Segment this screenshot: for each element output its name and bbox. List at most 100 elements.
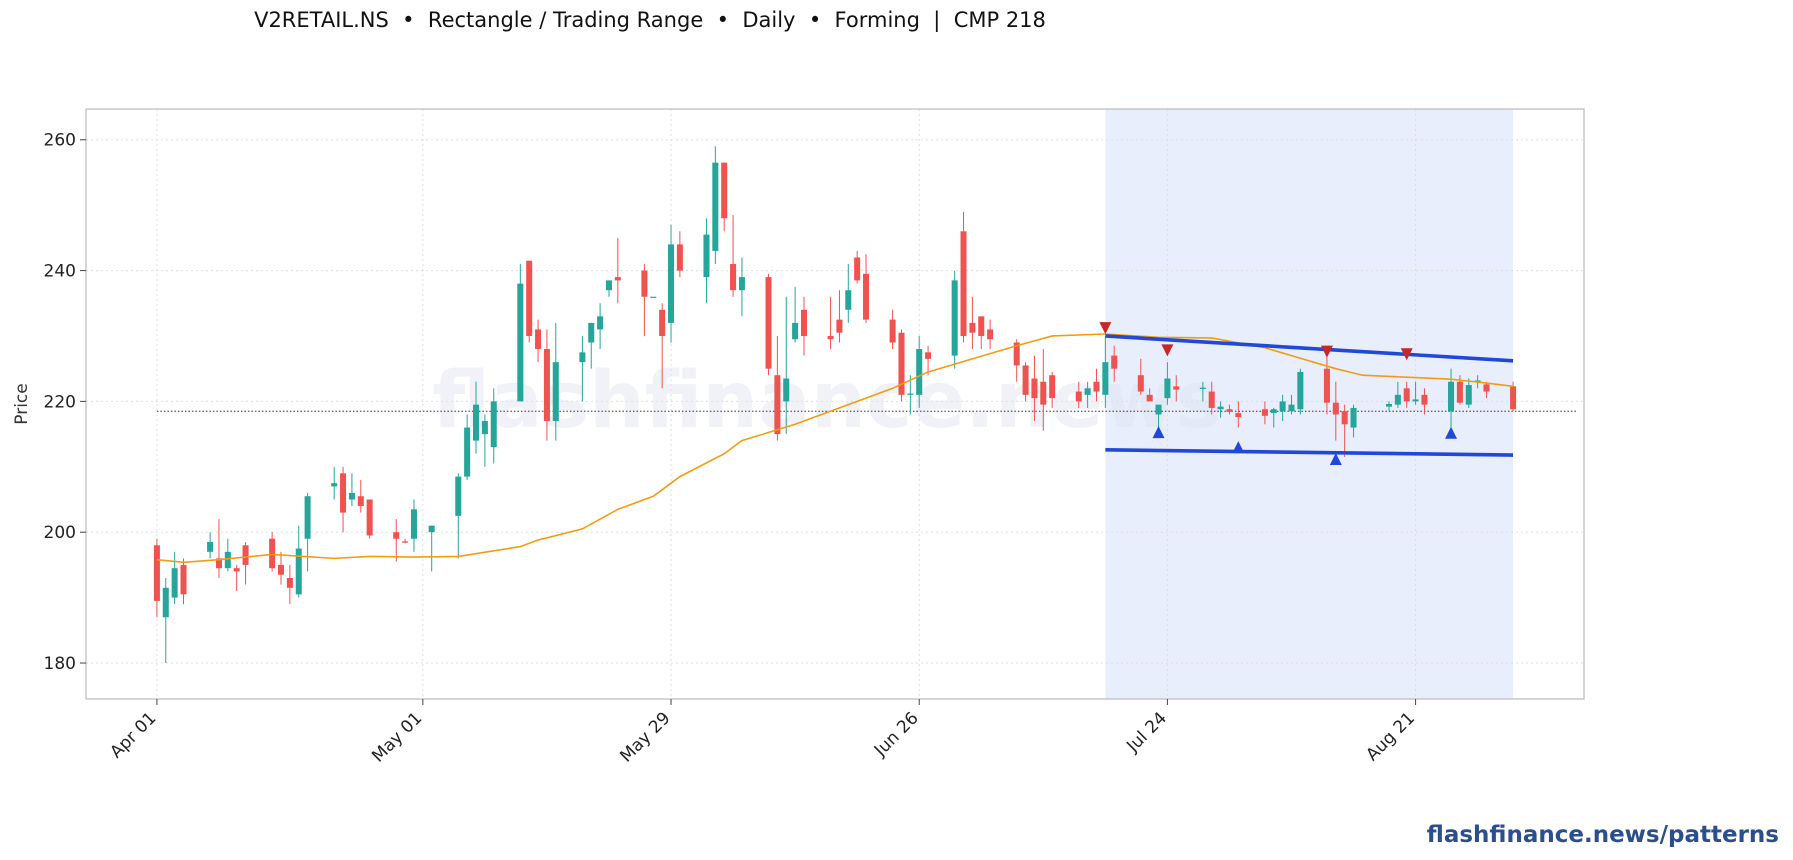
candle-body <box>969 322 976 333</box>
candle <box>481 414 488 467</box>
candle-body <box>1412 399 1419 402</box>
candle-body <box>207 542 214 552</box>
candle <box>1323 349 1330 415</box>
candle-body <box>1279 401 1286 412</box>
candle-body <box>1199 387 1206 389</box>
candle-body <box>410 509 417 539</box>
candle <box>650 296 657 298</box>
candle <box>845 264 852 323</box>
candle-body <box>712 162 719 251</box>
candle-body <box>1075 391 1082 402</box>
candle <box>366 499 373 539</box>
candle <box>490 388 497 464</box>
pivot-low-marker <box>1329 452 1342 465</box>
candle-body <box>340 473 347 513</box>
candle <box>951 270 958 369</box>
candle <box>1350 404 1357 438</box>
candle <box>659 303 666 389</box>
candle <box>277 551 285 585</box>
candle-body <box>960 231 967 336</box>
candle <box>224 538 231 572</box>
candle-body <box>402 541 409 543</box>
candle-body <box>588 322 595 343</box>
candle <box>863 254 870 323</box>
candle <box>605 280 612 297</box>
chart-title: V2RETAIL.NS • Rectangle / Trading Range … <box>254 8 1046 32</box>
candle-body <box>153 545 160 601</box>
candle-body <box>526 260 533 336</box>
candle-body <box>845 290 852 310</box>
candle-body <box>889 319 896 343</box>
pivot-high-marker <box>1400 348 1413 361</box>
candle <box>641 264 648 336</box>
candle-body <box>925 352 932 359</box>
candle <box>907 375 914 415</box>
moving-average-line <box>156 333 1514 564</box>
y-tick-label: 260 <box>44 131 76 151</box>
candle <box>1403 381 1410 408</box>
candle-body <box>1022 365 1029 395</box>
candle <box>1111 345 1118 382</box>
candle-body <box>233 568 240 572</box>
candle <box>393 519 400 562</box>
candle <box>1394 381 1401 408</box>
candle <box>215 519 222 578</box>
pivot-markers <box>1099 322 1458 465</box>
candle <box>978 316 985 350</box>
candle <box>703 218 710 304</box>
candle <box>1084 381 1091 408</box>
candles <box>153 146 1517 664</box>
candle-body <box>1421 394 1428 405</box>
candle-body <box>659 309 666 336</box>
candle-body <box>242 545 249 565</box>
plot-frame <box>85 108 1585 700</box>
candle <box>1226 404 1233 415</box>
candle <box>676 231 683 278</box>
candle <box>331 466 338 500</box>
candle <box>428 525 435 572</box>
candle-body <box>765 277 772 369</box>
candle-body <box>1084 388 1091 395</box>
x-tick-label: Apr 01 <box>106 708 160 762</box>
candle <box>269 532 276 572</box>
candle <box>960 211 967 343</box>
candle-body <box>1146 394 1153 402</box>
candle-body <box>1465 385 1472 405</box>
candle <box>1137 358 1144 395</box>
candle-body <box>854 257 861 281</box>
candle-body <box>472 404 480 441</box>
candle <box>1208 381 1215 415</box>
candle-body <box>535 329 542 350</box>
candle <box>1297 368 1304 415</box>
x-tick-label: May 29 <box>616 708 674 766</box>
candle <box>916 335 923 408</box>
candle-body <box>366 499 373 536</box>
candle-body <box>1040 381 1047 405</box>
candle-body <box>1173 386 1180 390</box>
x-tick-label: Jun 26 <box>870 708 923 761</box>
candle-body <box>1102 362 1109 395</box>
candle-body <box>836 319 843 333</box>
candle <box>800 296 807 356</box>
candle <box>162 577 169 664</box>
candle-body <box>455 476 462 516</box>
candle-body <box>215 558 222 569</box>
candle <box>889 309 896 350</box>
candle-body <box>1111 355 1118 369</box>
candle-body <box>277 564 285 575</box>
candle-body <box>614 277 621 281</box>
candle-body <box>180 564 187 595</box>
candle-body <box>641 270 648 297</box>
candle-body <box>1288 404 1295 412</box>
candle-body <box>1483 384 1490 392</box>
candle-body <box>774 375 781 435</box>
candle-body <box>978 316 985 336</box>
pivot-high-marker <box>1161 344 1174 357</box>
candle <box>1412 381 1419 405</box>
candle <box>1093 368 1100 402</box>
candle <box>579 335 586 402</box>
pattern-lines <box>1105 334 1514 457</box>
candle <box>402 538 409 544</box>
candle-body <box>1013 342 1020 366</box>
